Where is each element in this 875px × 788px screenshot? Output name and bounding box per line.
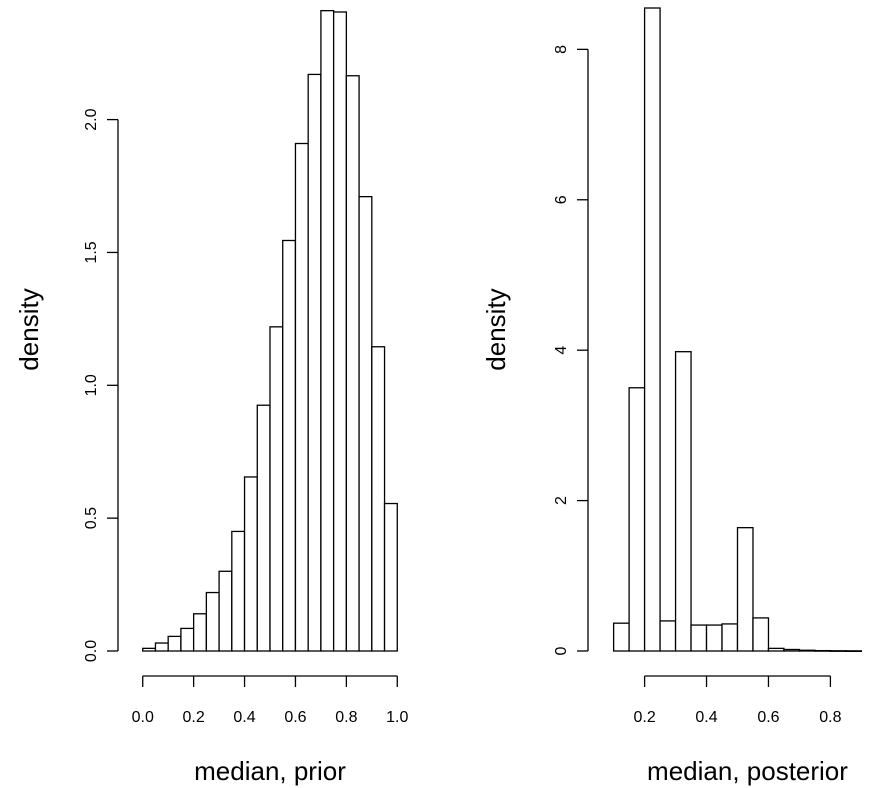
histogram-bar [752,617,770,652]
histogram-bar [690,624,708,652]
y-tick-label: 2 [553,496,570,505]
x-tick-label: 0.6 [284,709,306,726]
histogram-bar [659,620,677,652]
x-tick-label: 0.2 [183,709,205,726]
histogram-bar [307,73,322,652]
y-tick-label: 6 [553,195,570,204]
x-axis-title: median, prior [194,756,346,786]
histogram-bar [798,649,816,652]
x-tick-label: 0.6 [757,709,779,726]
histogram-bar [345,75,360,652]
histogram-bar [736,527,754,652]
histogram-bar [383,502,398,652]
histogram-bar [320,10,335,652]
x-axis-title: median, posterior [647,756,848,786]
x-tick-label: 1.0 [386,709,408,726]
histogram-bar [294,142,309,652]
x-tick-label: 0.4 [695,709,717,726]
histogram-bar [269,326,284,652]
histogram-bar [282,239,297,652]
histogram-bar [371,346,386,652]
x-tick-label: 0.0 [132,709,154,726]
histogram-bar [767,647,785,652]
histogram-bar [167,635,182,652]
y-tick-label: 0.0 [83,640,100,662]
histogram-bar [192,613,208,652]
histogram-bar [814,649,832,652]
histogram-bar [205,591,220,652]
y-axis-title: density [481,288,511,370]
histogram-bar [358,195,373,652]
histogram-bar [705,624,723,652]
prior-histogram-panel: 0.0 0.2 0.4 0.6 0.8 1.0 0.0 0.5 1.0 1.5 2.0 median,… [14,10,408,786]
histogram-bar [180,627,195,652]
histogram-bar [243,476,258,652]
histogram-bar [721,623,739,652]
histogram-bar [783,648,801,652]
histogram-bar [142,647,157,652]
histogram-bar [845,650,863,652]
y-axis-title: density [14,288,44,370]
y-tick-label: 4 [553,346,570,355]
histogram-bar [231,530,246,652]
x-tick-label: 0.2 [633,709,655,726]
histogram-bar [674,351,692,652]
y-tick-label: 0.5 [83,507,100,529]
x-tick-label: 0.8 [819,709,841,726]
histogram-bar [218,570,233,652]
histogram-bar [612,622,630,652]
x-tick-label: 0.4 [233,709,255,726]
histogram-bar [829,650,847,652]
y-tick-label: 0 [553,646,570,655]
histogram-bar [628,387,646,652]
y-tick-label: 1.5 [83,241,100,263]
y-tick-label: 2.0 [83,108,100,130]
histogram-bar [154,642,169,652]
x-tick-label: 0.8 [335,709,357,726]
histogram-bar [643,7,661,652]
posterior-histogram-panel: 0.2 0.4 0.6 0.8 0 2 4 6 8 median, posterior densit… [481,7,863,786]
histogram-bar [256,404,271,652]
histogram-bar [332,11,348,652]
y-tick-label: 1.0 [83,374,100,396]
y-tick-label: 8 [553,45,570,54]
